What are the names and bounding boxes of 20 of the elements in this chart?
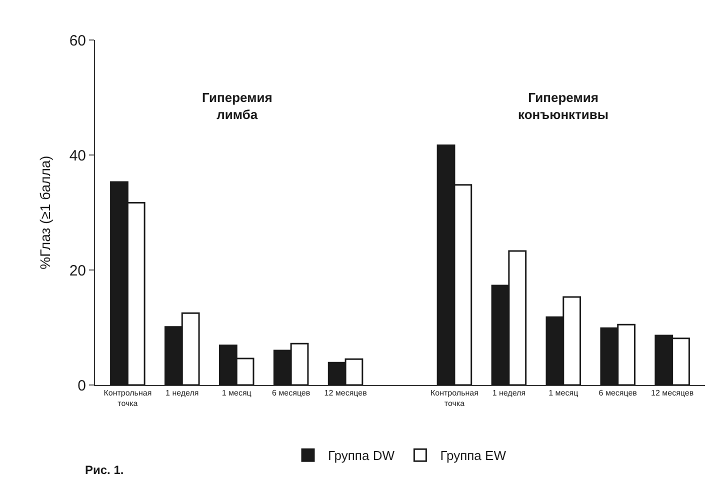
annotation: Гиперемия лимба — [202, 90, 272, 122]
x-tick-label: 12 месяцев — [651, 388, 694, 398]
x-tick-label: 6 месяцев — [598, 388, 637, 398]
x-tick-label: Контрольная точка — [430, 388, 478, 408]
y-axis-title: %Глаз (≥1 балла) — [36, 156, 53, 270]
x-tick-label: Контрольная точка — [104, 388, 152, 408]
x-tick-label: 1 неделя — [492, 388, 526, 398]
y-tick-label: 40 — [69, 147, 86, 164]
y-tick-label: 20 — [69, 262, 86, 280]
y-tick-label: 0 — [78, 377, 86, 394]
legend-label: Группа DW — [328, 448, 396, 464]
x-tick-label: 6 месяцев — [272, 388, 310, 398]
x-tick-label: 12 месяцев — [324, 388, 367, 398]
x-tick-label: 1 неделя — [166, 388, 199, 398]
x-tick-label: 1 месяц — [222, 388, 252, 398]
annotation: Гиперемия конъюнктивы — [518, 90, 609, 122]
x-tick-label: 1 месяц — [548, 388, 579, 398]
text: Рис. 1. — [85, 463, 124, 477]
legend-label: Группа EW — [440, 448, 507, 464]
y-tick-label: 60 — [69, 32, 86, 50]
